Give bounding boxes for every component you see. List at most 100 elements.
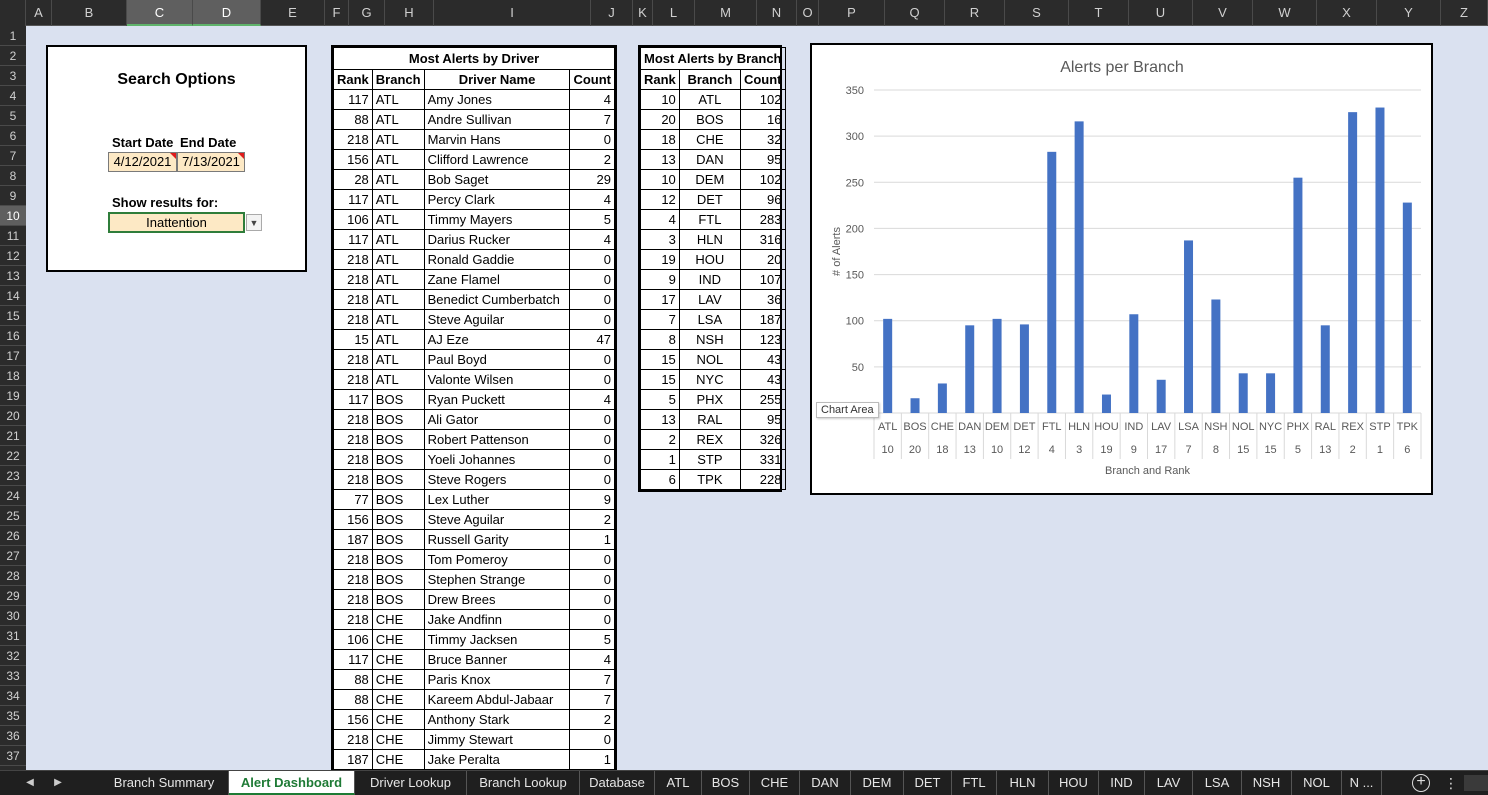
table-cell[interactable]: 2 bbox=[569, 509, 615, 530]
sheet-tab-nsh[interactable]: NSH bbox=[1242, 771, 1292, 795]
table-cell[interactable]: STP bbox=[678, 449, 741, 470]
table-cell[interactable]: LAV bbox=[678, 289, 741, 310]
add-sheet-icon[interactable]: + bbox=[1412, 774, 1430, 792]
table-cell[interactable]: TPK bbox=[678, 469, 741, 490]
table-cell[interactable]: 19 bbox=[640, 249, 680, 270]
row-header-29[interactable]: 29 bbox=[0, 586, 26, 606]
table-cell[interactable]: Darius Rucker bbox=[423, 229, 571, 250]
select-all-corner[interactable] bbox=[0, 0, 26, 26]
table-cell[interactable]: DAN bbox=[678, 149, 741, 170]
table-cell[interactable]: 88 bbox=[333, 669, 373, 690]
table-cell[interactable]: NYC bbox=[678, 369, 741, 390]
table-cell[interactable]: 9 bbox=[640, 269, 680, 290]
table-cell[interactable]: 0 bbox=[569, 589, 615, 610]
table-cell[interactable]: 16 bbox=[739, 109, 786, 130]
table-cell[interactable]: 117 bbox=[333, 189, 373, 210]
row-header-33[interactable]: 33 bbox=[0, 666, 26, 686]
table-cell[interactable]: BOS bbox=[371, 589, 425, 610]
row-header-37[interactable]: 37 bbox=[0, 746, 26, 766]
table-cell[interactable]: 36 bbox=[739, 289, 786, 310]
end-date-cell[interactable]: 7/13/2021 bbox=[177, 152, 245, 172]
table-cell[interactable]: 43 bbox=[739, 369, 786, 390]
column-header-i[interactable]: I bbox=[434, 0, 591, 26]
table-cell[interactable]: HOU bbox=[678, 249, 741, 270]
table-cell[interactable]: 0 bbox=[569, 549, 615, 570]
table-cell[interactable]: 17 bbox=[640, 289, 680, 310]
row-header-13[interactable]: 13 bbox=[0, 266, 26, 286]
table-cell[interactable]: ATL bbox=[371, 169, 425, 190]
sheet-tab-ftl[interactable]: FTL bbox=[952, 771, 997, 795]
column-header-u[interactable]: U bbox=[1129, 0, 1193, 26]
table-cell[interactable]: 15 bbox=[333, 329, 373, 350]
table-cell[interactable]: 15 bbox=[640, 349, 680, 370]
table-cell[interactable]: 28 bbox=[333, 169, 373, 190]
row-header-3[interactable]: 3 bbox=[0, 66, 26, 86]
table-cell[interactable]: 218 bbox=[333, 449, 373, 470]
table-cell[interactable]: 20 bbox=[640, 109, 680, 130]
table-cell[interactable]: CHE bbox=[371, 669, 425, 690]
table-cell[interactable]: 0 bbox=[569, 409, 615, 430]
table-cell[interactable]: NOL bbox=[678, 349, 741, 370]
table-cell[interactable]: 15 bbox=[640, 369, 680, 390]
column-header-p[interactable]: P bbox=[819, 0, 885, 26]
table-cell[interactable]: Paul Boyd bbox=[423, 349, 571, 370]
table-cell[interactable]: 43 bbox=[739, 349, 786, 370]
table-cell[interactable]: BOS bbox=[678, 109, 741, 130]
table-cell[interactable]: 0 bbox=[569, 289, 615, 310]
table-cell[interactable]: BOS bbox=[371, 469, 425, 490]
table-cell[interactable]: BOS bbox=[371, 549, 425, 570]
table-cell[interactable]: Benedict Cumberbatch bbox=[423, 289, 571, 310]
table-cell[interactable]: ATL bbox=[371, 89, 425, 110]
column-header-l[interactable]: L bbox=[653, 0, 695, 26]
scroll-tabs-left-icon[interactable]: ◀ bbox=[26, 777, 34, 788]
table-cell[interactable]: 117 bbox=[333, 649, 373, 670]
row-header-5[interactable]: 5 bbox=[0, 106, 26, 126]
table-cell[interactable]: 8 bbox=[640, 329, 680, 350]
table-cell[interactable]: 117 bbox=[333, 389, 373, 410]
column-header-r[interactable]: R bbox=[945, 0, 1005, 26]
table-cell[interactable]: ATL bbox=[371, 249, 425, 270]
table-cell[interactable]: 95 bbox=[739, 149, 786, 170]
table-cell[interactable]: 88 bbox=[333, 109, 373, 130]
table-cell[interactable]: ATL bbox=[371, 329, 425, 350]
sheet-tab-lav[interactable]: LAV bbox=[1145, 771, 1193, 795]
worksheet-area[interactable]: Search Options Start Date End Date 4/12/… bbox=[26, 26, 1488, 770]
table-cell[interactable]: Anthony Stark bbox=[423, 709, 571, 730]
table-cell[interactable]: 187 bbox=[333, 749, 373, 770]
row-header-26[interactable]: 26 bbox=[0, 526, 26, 546]
table-cell[interactable]: 218 bbox=[333, 469, 373, 490]
table-cell[interactable]: 3 bbox=[640, 229, 680, 250]
row-header-10[interactable]: 10 bbox=[0, 206, 26, 226]
table-cell[interactable]: 218 bbox=[333, 129, 373, 150]
sheet-tab-dem[interactable]: DEM bbox=[851, 771, 904, 795]
row-header-16[interactable]: 16 bbox=[0, 326, 26, 346]
table-cell[interactable]: Ronald Gaddie bbox=[423, 249, 571, 270]
column-header-k[interactable]: K bbox=[633, 0, 653, 26]
table-cell[interactable]: 88 bbox=[333, 689, 373, 710]
table-cell[interactable]: 218 bbox=[333, 429, 373, 450]
table-cell[interactable]: ATL bbox=[371, 109, 425, 130]
table-cell[interactable]: Bob Saget bbox=[423, 169, 571, 190]
table-cell[interactable]: 7 bbox=[569, 669, 615, 690]
table-cell[interactable]: 102 bbox=[739, 169, 786, 190]
table-cell[interactable]: 0 bbox=[569, 129, 615, 150]
row-header-11[interactable]: 11 bbox=[0, 226, 26, 246]
table-cell[interactable]: 4 bbox=[569, 649, 615, 670]
row-header-25[interactable]: 25 bbox=[0, 506, 26, 526]
table-cell[interactable]: 4 bbox=[640, 209, 680, 230]
table-cell[interactable]: 4 bbox=[569, 229, 615, 250]
table-cell[interactable]: Jake Peralta bbox=[423, 749, 571, 770]
table-cell[interactable]: BOS bbox=[371, 489, 425, 510]
row-header-31[interactable]: 31 bbox=[0, 626, 26, 646]
table-cell[interactable]: 0 bbox=[569, 349, 615, 370]
table-cell[interactable]: REX bbox=[678, 429, 741, 450]
row-header-30[interactable]: 30 bbox=[0, 606, 26, 626]
table-cell[interactable]: Robert Pattenson bbox=[423, 429, 571, 450]
table-cell[interactable]: ATL bbox=[371, 149, 425, 170]
table-cell[interactable]: 1 bbox=[569, 749, 615, 770]
table-cell[interactable]: 156 bbox=[333, 149, 373, 170]
start-date-cell[interactable]: 4/12/2021 bbox=[108, 152, 177, 172]
sheet-tab-che[interactable]: CHE bbox=[750, 771, 800, 795]
table-cell[interactable]: NSH bbox=[678, 329, 741, 350]
column-header-w[interactable]: W bbox=[1253, 0, 1317, 26]
